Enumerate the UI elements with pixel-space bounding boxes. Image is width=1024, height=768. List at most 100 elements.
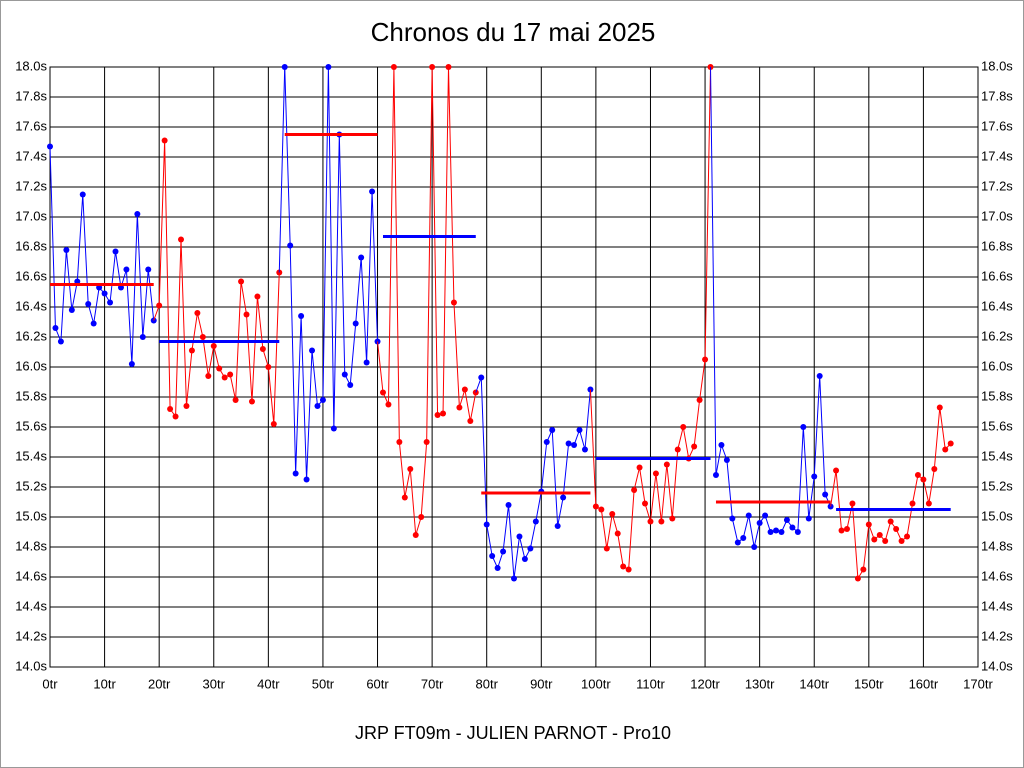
y2-tick-label: 14.6s [981, 568, 1013, 583]
point [101, 290, 108, 297]
point [833, 467, 840, 474]
point [494, 565, 501, 571]
point [434, 412, 441, 418]
point [347, 382, 354, 388]
series-line [382, 66, 477, 536]
point [936, 404, 943, 411]
point [674, 446, 681, 453]
point [63, 247, 70, 253]
y2-tick-label: 15.2s [981, 478, 1013, 493]
y2-tick-label: 17.0s [981, 208, 1013, 223]
y2-tick-label: 15.8s [981, 388, 1013, 403]
point [309, 347, 316, 354]
point [729, 515, 736, 522]
point [156, 302, 163, 309]
y2-tick-label: 14.2s [981, 628, 1013, 643]
point [767, 529, 774, 535]
point [680, 424, 687, 430]
point [303, 476, 310, 483]
point [549, 427, 556, 433]
y-tick-label: 18.0s [15, 58, 47, 73]
point [745, 512, 752, 519]
point [456, 404, 463, 411]
point [521, 556, 528, 562]
point [789, 524, 796, 531]
point [396, 439, 403, 445]
y2-tick-label: 16.2s [981, 328, 1013, 343]
point [412, 532, 419, 538]
point [778, 529, 785, 535]
point [227, 371, 234, 378]
point [52, 325, 59, 331]
point [478, 374, 485, 381]
point [483, 521, 490, 528]
point [467, 418, 474, 424]
point [696, 397, 703, 403]
x-tick-label: 160tr [909, 676, 939, 691]
point [265, 364, 272, 370]
point [702, 356, 709, 363]
point [243, 311, 250, 318]
point [450, 299, 457, 306]
point [849, 500, 856, 507]
point [565, 440, 572, 447]
point [461, 386, 468, 393]
y-tick-label: 17.0s [15, 208, 47, 223]
y-tick-label: 15.6s [15, 418, 47, 433]
point [909, 500, 916, 507]
point [418, 514, 425, 520]
y2-tick-label: 14.8s [981, 538, 1013, 553]
point [800, 424, 807, 430]
point [194, 310, 201, 316]
point [210, 343, 217, 349]
x-tick-label: 100tr [581, 676, 611, 691]
point [85, 301, 92, 307]
point [325, 64, 332, 70]
point [652, 470, 659, 477]
point [734, 539, 741, 546]
point [882, 538, 889, 544]
point [614, 530, 621, 537]
point [107, 299, 114, 306]
y-tick-label: 17.2s [15, 178, 47, 193]
point [751, 544, 758, 550]
point [139, 334, 146, 340]
point [259, 346, 266, 352]
x-tick-label: 140tr [799, 676, 829, 691]
x-tick-label: 130tr [745, 676, 775, 691]
y-tick-label: 16.8s [15, 238, 47, 253]
point [216, 365, 223, 372]
plot-frame [49, 66, 979, 668]
y2-tick-label: 16.0s [981, 358, 1013, 373]
point [287, 242, 294, 249]
point [527, 545, 534, 552]
x-tick-label: 30tr [203, 676, 226, 691]
point [511, 575, 517, 582]
y-tick-label: 15.8s [15, 388, 47, 403]
point [898, 538, 905, 544]
point [79, 191, 86, 198]
x-tick-label: 20tr [148, 676, 171, 691]
point [172, 413, 179, 420]
point [407, 466, 414, 472]
y2-tick-label: 15.4s [981, 448, 1013, 463]
point [854, 575, 861, 582]
point [598, 506, 605, 513]
y-tick-label: 17.6s [15, 118, 47, 133]
point [904, 533, 911, 540]
point [292, 470, 299, 477]
point [47, 143, 53, 150]
point [543, 439, 550, 445]
y2-tick-label: 18.0s [981, 58, 1013, 73]
y-tick-label: 16.4s [15, 298, 47, 313]
y-tick-label: 15.4s [15, 448, 47, 463]
x-tick-label: 170tr [963, 676, 993, 691]
y2-tick-label: 14.4s [981, 598, 1013, 613]
point [379, 389, 386, 396]
point [178, 236, 185, 243]
point [123, 266, 130, 273]
point [554, 523, 561, 529]
point [57, 338, 64, 345]
